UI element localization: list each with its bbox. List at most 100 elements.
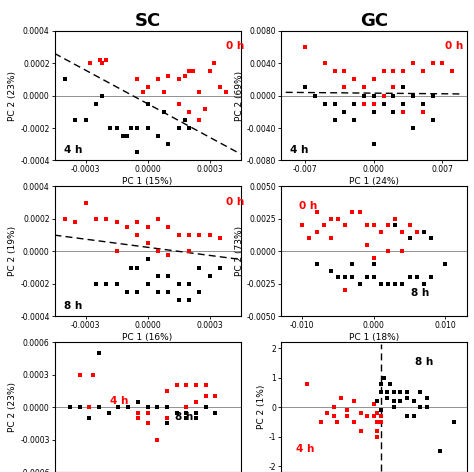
Point — [82, 116, 89, 124]
Point — [185, 296, 192, 304]
Point — [374, 409, 381, 417]
Point — [107, 124, 114, 132]
Point — [175, 76, 182, 83]
Point — [182, 382, 190, 389]
Point — [397, 388, 404, 396]
Point — [429, 59, 437, 67]
Point — [195, 116, 203, 124]
Point — [390, 84, 397, 91]
Point — [154, 76, 162, 83]
Point — [400, 67, 407, 75]
Point — [384, 247, 392, 255]
Point — [164, 288, 172, 295]
Point — [72, 219, 79, 226]
Point — [164, 223, 172, 231]
Point — [185, 124, 192, 132]
Point — [327, 267, 335, 275]
Point — [86, 403, 93, 411]
Point — [133, 219, 141, 226]
Point — [377, 280, 385, 287]
Point — [102, 215, 110, 223]
Point — [370, 254, 378, 261]
Point — [442, 261, 449, 268]
Point — [324, 409, 331, 417]
Point — [399, 228, 406, 236]
Point — [374, 433, 381, 440]
Point — [337, 395, 345, 402]
Point — [192, 414, 200, 421]
Point — [182, 414, 190, 421]
Point — [175, 100, 182, 108]
Point — [384, 280, 392, 287]
Point — [409, 59, 417, 67]
Point — [175, 280, 182, 287]
Point — [181, 116, 189, 124]
Point — [154, 132, 162, 140]
Point — [164, 251, 172, 258]
Point — [390, 388, 398, 396]
Point — [321, 59, 328, 67]
Point — [387, 379, 394, 387]
Point — [341, 221, 349, 229]
Point — [363, 241, 371, 249]
Point — [357, 409, 365, 417]
Point — [348, 261, 356, 268]
Point — [206, 231, 213, 239]
Point — [377, 418, 384, 426]
Point — [370, 400, 378, 408]
Point — [403, 388, 411, 396]
Point — [390, 397, 398, 405]
Point — [201, 105, 209, 112]
X-axis label: PC 1 (24%): PC 1 (24%) — [349, 177, 399, 186]
Point — [133, 76, 141, 83]
Point — [301, 43, 309, 51]
Point — [350, 100, 358, 108]
Point — [370, 92, 378, 99]
Point — [185, 231, 192, 239]
Point — [124, 403, 132, 411]
Point — [185, 247, 192, 255]
Point — [134, 398, 142, 405]
Point — [400, 84, 407, 91]
Point — [330, 412, 338, 420]
Point — [311, 92, 319, 99]
Point — [363, 221, 371, 229]
Y-axis label: PC 2 (23%): PC 2 (23%) — [9, 71, 18, 120]
Point — [392, 280, 399, 287]
X-axis label: PC 1 (18%): PC 1 (18%) — [349, 333, 399, 342]
Point — [144, 223, 151, 231]
Point — [370, 261, 378, 268]
Point — [154, 247, 162, 255]
Point — [341, 67, 348, 75]
Point — [61, 76, 69, 83]
Text: 8 h: 8 h — [175, 413, 194, 422]
Point — [357, 427, 365, 434]
Text: 0 h: 0 h — [226, 41, 244, 51]
Point — [370, 221, 378, 229]
Point — [144, 409, 151, 416]
X-axis label: PC 1 (15%): PC 1 (15%) — [122, 177, 173, 186]
Point — [383, 388, 391, 396]
Point — [344, 412, 351, 420]
Point — [313, 228, 320, 236]
Point — [363, 273, 371, 281]
Point — [348, 209, 356, 216]
Point — [341, 84, 348, 91]
Point — [127, 264, 135, 271]
Point — [390, 403, 398, 411]
Point — [370, 76, 378, 83]
Point — [113, 247, 120, 255]
Y-axis label: PC 2 (19%): PC 2 (19%) — [9, 226, 18, 277]
Point — [397, 397, 404, 405]
Point — [163, 387, 171, 395]
Point — [350, 76, 358, 83]
Point — [399, 247, 406, 255]
Point — [102, 56, 110, 64]
Point — [175, 296, 182, 304]
Point — [423, 403, 431, 411]
Point — [140, 89, 147, 96]
Point — [429, 92, 437, 99]
Point — [331, 116, 338, 124]
Point — [420, 228, 428, 236]
Point — [327, 235, 335, 242]
